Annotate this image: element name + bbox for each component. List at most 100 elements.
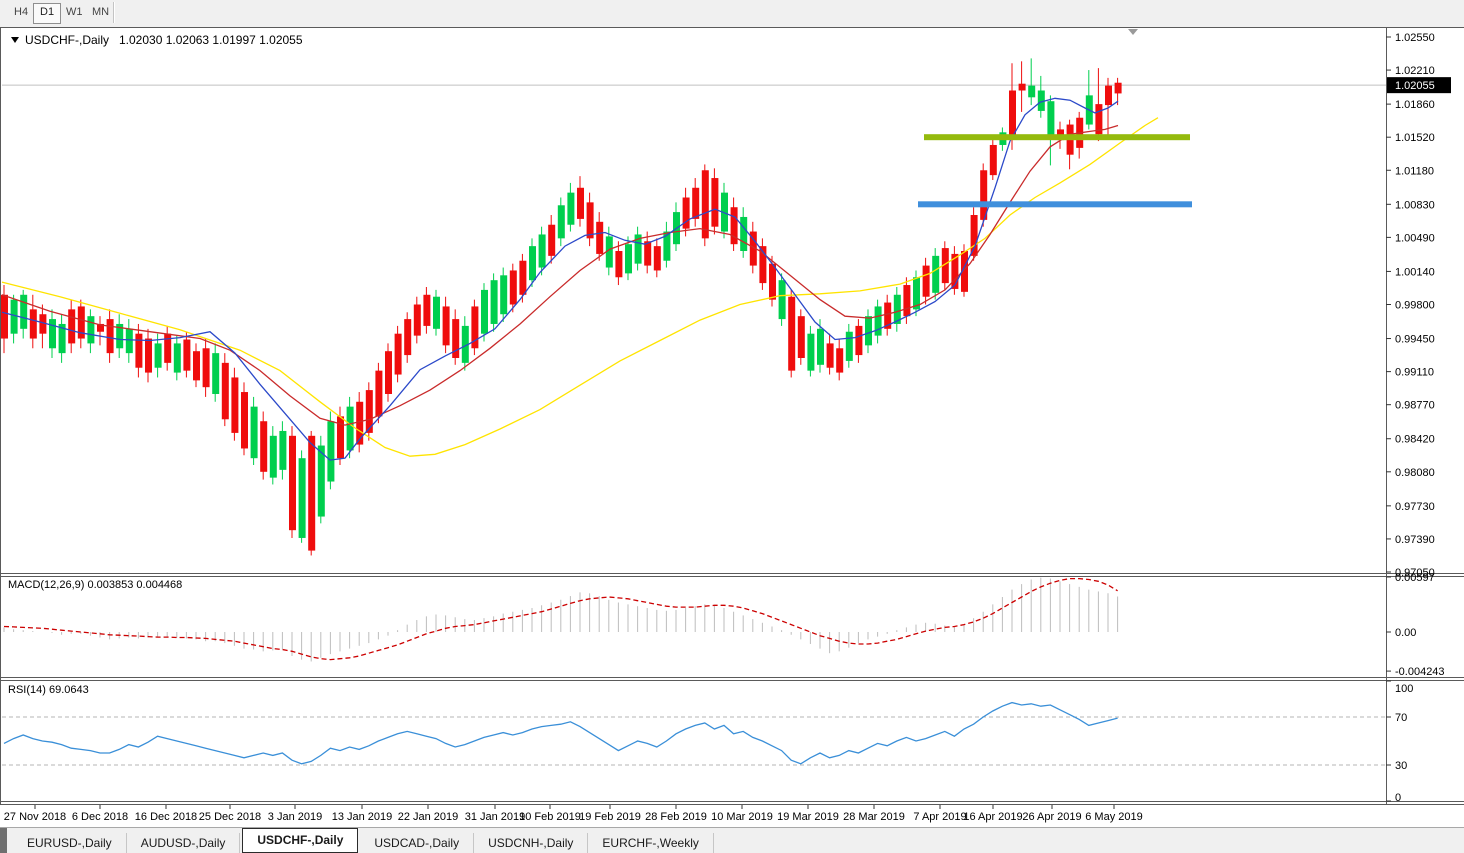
candle-body bbox=[106, 319, 114, 354]
candle-body bbox=[413, 304, 421, 336]
candle-body bbox=[183, 339, 191, 371]
svg-text:1.00490: 1.00490 bbox=[1395, 232, 1435, 244]
candle-body bbox=[721, 192, 728, 232]
tab-eurusd-daily[interactable]: EURUSD-,Daily bbox=[13, 833, 127, 853]
chart-symbol-label: USDCHF-,Daily bbox=[25, 33, 109, 47]
macd-panel[interactable] bbox=[3, 577, 1119, 662]
svg-text:1.00830: 1.00830 bbox=[1395, 199, 1435, 211]
tab-usdcad-daily[interactable]: USDCAD-,Daily bbox=[360, 833, 475, 853]
candle-body bbox=[269, 435, 277, 478]
tab-audusd-daily[interactable]: AUDUSD-,Daily bbox=[127, 833, 241, 853]
tabbar-edge bbox=[0, 828, 7, 853]
candle-body bbox=[778, 280, 786, 320]
svg-text:16 Dec 2018: 16 Dec 2018 bbox=[135, 811, 197, 823]
candle-body bbox=[797, 316, 805, 358]
toolbar-separator bbox=[113, 2, 115, 23]
chart-canvas[interactable]: 1.02550 1.02210 1.01860 1.01520 1.01180 1.008… bbox=[0, 0, 1464, 827]
tab-usdchf-daily[interactable]: USDCHF-,Daily bbox=[242, 828, 359, 853]
time-axis[interactable]: 27 Nov 2018 6 Dec 2018 16 Dec 2018 25 Dec 2… bbox=[4, 805, 1143, 823]
candle-body bbox=[231, 377, 239, 433]
candle-body bbox=[634, 234, 642, 264]
svg-text:10 Mar 2019: 10 Mar 2019 bbox=[711, 811, 773, 823]
candle-body bbox=[317, 445, 325, 517]
rsi-indicator-label: RSI(14) 69.0643 bbox=[8, 684, 89, 696]
candle-body bbox=[193, 351, 200, 381]
macd-axis[interactable]: 0.00597 0.00 -0.004243 bbox=[1386, 572, 1445, 678]
resistance-level-line[interactable] bbox=[924, 134, 1190, 141]
candle-body bbox=[740, 216, 748, 251]
candle-body bbox=[49, 319, 56, 349]
svg-text:16 Apr 2019: 16 Apr 2019 bbox=[963, 811, 1022, 823]
rsi-line bbox=[3, 701, 1118, 765]
candle-body bbox=[1095, 104, 1103, 135]
chart-shift-marker-icon[interactable] bbox=[1128, 29, 1138, 35]
candle-body bbox=[87, 316, 95, 344]
rsi-panel[interactable] bbox=[2, 701, 1386, 766]
candle-body bbox=[461, 325, 469, 363]
candle-body bbox=[970, 215, 978, 256]
candle-body bbox=[711, 178, 719, 227]
symbol-tabbar: EURUSD-,Daily AUDUSD-,Daily USDCHF-,Dail… bbox=[0, 827, 1464, 853]
macd-histogram bbox=[3, 577, 1119, 662]
svg-text:70: 70 bbox=[1395, 712, 1407, 724]
timeframe-button-w1[interactable]: W1 bbox=[66, 6, 83, 18]
candle-body bbox=[221, 362, 229, 420]
candle-body bbox=[212, 353, 220, 394]
candle-body bbox=[500, 275, 508, 315]
svg-text:31 Jan 2019: 31 Jan 2019 bbox=[465, 811, 526, 823]
candle-body bbox=[241, 392, 248, 449]
candle-body bbox=[20, 294, 28, 329]
candle-body bbox=[308, 435, 316, 551]
candle-body bbox=[145, 338, 152, 373]
main-price-panel[interactable] bbox=[1, 58, 1386, 556]
support-level-line[interactable] bbox=[918, 201, 1192, 208]
svg-text:0.99110: 0.99110 bbox=[1395, 367, 1434, 379]
candle-body bbox=[615, 251, 623, 278]
candle-body bbox=[327, 421, 335, 482]
timeframe-button-d1[interactable]: D1 bbox=[33, 3, 62, 24]
candle-body bbox=[509, 270, 517, 305]
svg-text:100: 100 bbox=[1395, 683, 1413, 695]
svg-text:19 Mar 2019: 19 Mar 2019 bbox=[777, 811, 839, 823]
candle-body bbox=[260, 421, 268, 472]
svg-text:13 Jan 2019: 13 Jan 2019 bbox=[332, 811, 393, 823]
candle-body bbox=[577, 187, 584, 219]
svg-text:26 Apr 2019: 26 Apr 2019 bbox=[1022, 811, 1081, 823]
candle-body bbox=[365, 390, 373, 433]
tab-eurchf-weekly[interactable]: EURCHF-,Weekly bbox=[588, 833, 714, 853]
svg-text:1.02055: 1.02055 bbox=[1395, 80, 1435, 92]
candle-body bbox=[644, 241, 652, 266]
rsi-axis[interactable]: 100 70 30 0 bbox=[1386, 680, 1413, 804]
candle-body bbox=[605, 236, 613, 268]
candle-body bbox=[125, 328, 133, 354]
candle-body bbox=[356, 401, 364, 445]
candle-body bbox=[941, 248, 949, 284]
svg-text:1.00140: 1.00140 bbox=[1395, 266, 1435, 278]
candle-body bbox=[865, 316, 872, 346]
current-price-box bbox=[1387, 77, 1451, 94]
candle-body bbox=[77, 306, 85, 339]
candle-body bbox=[29, 309, 37, 339]
svg-text:28 Feb 2019: 28 Feb 2019 bbox=[645, 811, 707, 823]
candle-body bbox=[173, 343, 181, 373]
candle-body bbox=[471, 306, 479, 349]
svg-text:0.98080: 0.98080 bbox=[1395, 467, 1435, 479]
candle-body bbox=[855, 325, 863, 356]
timeframe-button-mn[interactable]: MN bbox=[92, 6, 110, 18]
candle-body bbox=[884, 302, 892, 329]
tab-usdcnh-daily[interactable]: USDCNH-,Daily bbox=[474, 833, 589, 853]
candle-body bbox=[692, 187, 700, 219]
candle-body bbox=[404, 319, 412, 356]
candle-body bbox=[769, 263, 776, 300]
candle-body bbox=[529, 246, 536, 281]
candle-body bbox=[1009, 90, 1016, 138]
svg-text:0.98420: 0.98420 bbox=[1395, 434, 1435, 446]
candle-body bbox=[653, 246, 661, 271]
candle-body bbox=[557, 205, 565, 239]
price-axis[interactable]: 1.02550 1.02210 1.01860 1.01520 1.01180 1.008… bbox=[1386, 32, 1451, 579]
svg-text:6 May 2019: 6 May 2019 bbox=[1085, 811, 1142, 823]
candle-body bbox=[701, 170, 709, 239]
candle-body bbox=[749, 231, 757, 266]
timeframe-button-h4[interactable]: H4 bbox=[14, 6, 29, 18]
candle-body bbox=[586, 202, 594, 239]
